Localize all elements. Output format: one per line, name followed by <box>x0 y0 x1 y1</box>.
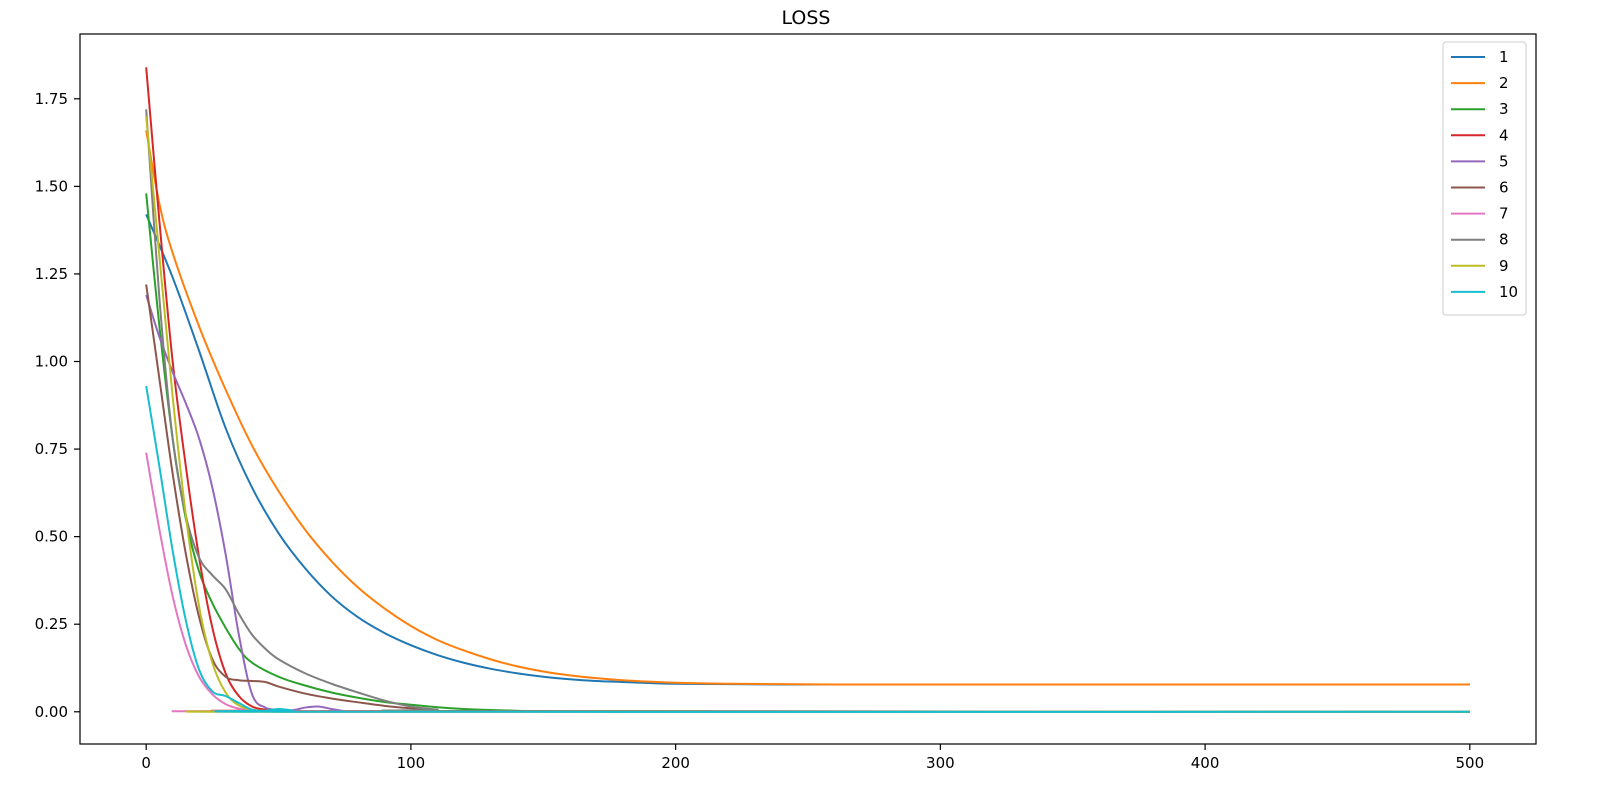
y-tick-label: 1.25 <box>35 265 68 283</box>
y-tick-label: 0.25 <box>35 615 68 633</box>
series-line-4 <box>145 67 1470 713</box>
x-tick-label: 500 <box>1455 754 1484 772</box>
x-tick-label: 100 <box>397 754 426 772</box>
axes: 0 100 200 300 400 500 0.00 0.25 0.50 0.75 1.00 1.25… <box>35 33 1537 772</box>
series-line-5 <box>145 294 1470 713</box>
y-tick-label: 0.75 <box>35 440 68 458</box>
series-line-10 <box>145 385 1470 713</box>
legend-box <box>1442 41 1527 316</box>
legend-label-1: 1 <box>1499 48 1509 66</box>
series-line-3 <box>145 193 1470 713</box>
x-tick-label: 200 <box>661 754 690 772</box>
chart-title: LOSS <box>782 7 831 29</box>
series-line-8 <box>145 109 1470 713</box>
y-tick-label: 1.75 <box>35 90 68 108</box>
series-line-1 <box>145 214 1470 686</box>
legend-label-2: 2 <box>1499 74 1509 92</box>
y-tick-label: 0.50 <box>35 528 68 546</box>
x-tick-label: 300 <box>926 754 955 772</box>
series-line-9 <box>145 116 1470 713</box>
legend: 1 2 3 4 5 6 7 8 9 10 <box>1442 41 1527 316</box>
axes-frame <box>79 33 1537 745</box>
legend-label-5: 5 <box>1499 152 1509 170</box>
legend-label-4: 4 <box>1499 126 1509 144</box>
x-tick-label: 0 <box>141 754 151 772</box>
legend-label-8: 8 <box>1499 231 1509 249</box>
y-tick-label: 0.00 <box>35 703 68 721</box>
legend-label-6: 6 <box>1499 179 1509 197</box>
legend-label-7: 7 <box>1499 205 1509 223</box>
series-line-7 <box>145 452 1470 713</box>
legend-label-9: 9 <box>1499 257 1509 275</box>
y-tick-label: 1.50 <box>35 177 68 195</box>
plot-area <box>145 67 1470 713</box>
series-line-2 <box>145 130 1470 686</box>
y-tick-label: 1.00 <box>35 353 68 371</box>
series-line-6 <box>145 284 1470 713</box>
x-tick-label: 400 <box>1191 754 1220 772</box>
legend-label-10: 10 <box>1499 283 1518 301</box>
legend-label-3: 3 <box>1499 100 1509 118</box>
